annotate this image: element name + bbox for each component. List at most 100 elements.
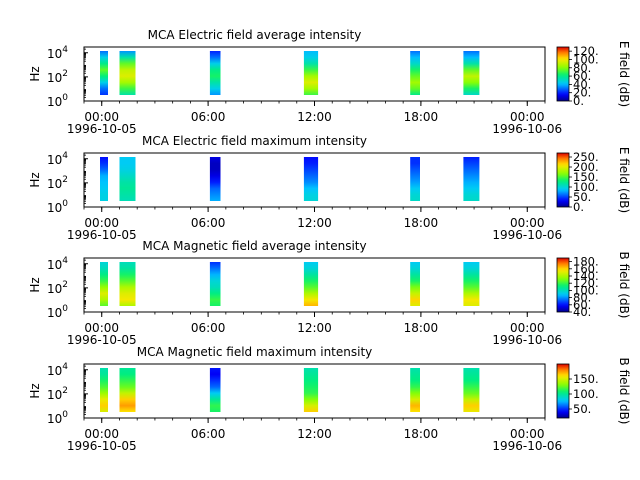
spectrogram-band [410,51,420,95]
x-tick-date-label: 1996-10-06 [492,439,562,453]
x-tick-label: 00:00 [510,321,545,335]
spectrogram-band [119,368,136,412]
y-tick-base: 10 [47,258,62,272]
chart-title: MCA Electric field maximum intensity [142,134,367,148]
y-tick-base: 10 [47,412,62,426]
y-tick-label: 104 [47,151,68,167]
colorbar-tick-label: 80. [573,291,591,305]
colorbar-tick-label: 40. [573,305,591,319]
colorbar-tick-label: 200. [573,160,599,174]
spectrogram-band [463,262,480,306]
colorbar-tick-label: 140. [573,269,599,283]
x-tick-date-label: 1996-10-05 [67,122,137,136]
x-tick-date-label: 1996-10-05 [67,228,137,242]
spectrogram-band [410,262,420,306]
x-tick-label: 00:00 [510,216,545,230]
chart-panel-3: MCA Magnetic field average intensity1001… [28,239,631,347]
y-tick-exponent: 0 [62,199,68,209]
x-tick-date-label: 1996-10-06 [492,122,562,136]
x-tick-label: 12:00 [297,427,332,441]
x-tick-label: 18:00 [404,110,439,124]
y-tick-label: 100 [47,199,68,215]
colorbar-tick-label: 60. [573,69,591,83]
colorbar-tick-label: 160. [573,262,599,276]
y-tick-base: 10 [47,153,62,167]
x-tick-label: 00:00 [84,216,119,230]
chart-title: MCA Electric field average intensity [148,28,362,42]
y-tick-base: 10 [47,201,62,215]
y-tick-base: 10 [47,71,62,85]
colorbar-tick-label: 250. [573,150,599,164]
spectrogram-band [119,157,136,201]
y-tick-exponent: 2 [62,175,68,185]
spectrogram-band [303,157,319,201]
x-tick-date-label: 1996-10-06 [492,228,562,242]
spectrogram-band [209,368,221,412]
x-tick-date-label: 1996-10-05 [67,333,137,347]
spectrogram-band [119,262,136,306]
colorbar-label: E field (dB) [617,41,631,107]
x-tick-label: 06:00 [191,321,226,335]
colorbar-tick-label: 50. [573,402,591,416]
y-tick-base: 10 [47,282,62,296]
y-tick-exponent: 4 [62,256,68,266]
x-tick-date-label: 1996-10-06 [492,333,562,347]
x-tick-label: 18:00 [404,321,439,335]
y-axis-label: Hz [28,277,42,292]
chart-panel-1: MCA Electric field average intensity1001… [28,28,631,136]
spectrogram-band [463,51,480,95]
y-tick-label: 102 [47,69,68,85]
x-tick-label: 00:00 [84,110,119,124]
x-tick-label: 18:00 [404,427,439,441]
x-tick-label: 06:00 [191,216,226,230]
colorbar-tick-label: 50. [573,190,591,204]
chart-panel-4: MCA Magnetic field maximum intensity1001… [28,345,631,453]
y-tick-label: 104 [47,45,68,61]
x-tick-label: 00:00 [84,427,119,441]
y-tick-exponent: 2 [62,69,68,79]
colorbar-tick-label: 20. [573,86,591,100]
colorbar-tick-label: 40. [573,77,591,91]
spectrogram-band [209,262,221,306]
colorbar [556,257,570,313]
colorbar-tick-label: 120. [573,276,599,290]
y-tick-exponent: 2 [62,386,68,396]
y-tick-exponent: 4 [62,362,68,372]
x-tick-label: 00:00 [510,427,545,441]
y-tick-label: 100 [47,410,68,426]
y-tick-label: 100 [47,93,68,109]
colorbar-tick-label: 100. [573,283,599,297]
colorbar-tick-label: 120. [573,44,599,58]
x-tick-label: 06:00 [191,427,226,441]
y-tick-exponent: 4 [62,45,68,55]
y-tick-label: 104 [47,256,68,272]
y-axis-label: Hz [28,66,42,81]
spectrogram-band [410,368,420,412]
spectrogram-band [209,51,221,95]
colorbar-tick-label: 100. [573,180,599,194]
spectrogram-band [100,368,108,412]
y-tick-base: 10 [47,177,62,191]
x-tick-label: 18:00 [404,216,439,230]
spectrogram-band [209,157,221,201]
spectrogram-band [100,51,108,95]
chart-title: MCA Magnetic field maximum intensity [137,345,373,359]
colorbar [556,152,570,208]
spectrogram-band [100,157,108,201]
spectrogram-band [410,157,420,201]
y-tick-label: 102 [47,386,68,402]
x-tick-label: 12:00 [297,321,332,335]
colorbar-tick-label: 60. [573,298,591,312]
y-tick-label: 100 [47,304,68,320]
spectrogram-band [463,157,480,201]
y-tick-base: 10 [47,95,62,109]
y-axis-label: Hz [28,383,42,398]
y-tick-base: 10 [47,306,62,320]
spectrogram-band [463,368,480,412]
x-tick-label: 00:00 [510,110,545,124]
colorbar-tick-label: 100. [573,387,599,401]
y-tick-exponent: 2 [62,280,68,290]
spectrogram-band [303,368,319,412]
y-tick-label: 104 [47,362,68,378]
